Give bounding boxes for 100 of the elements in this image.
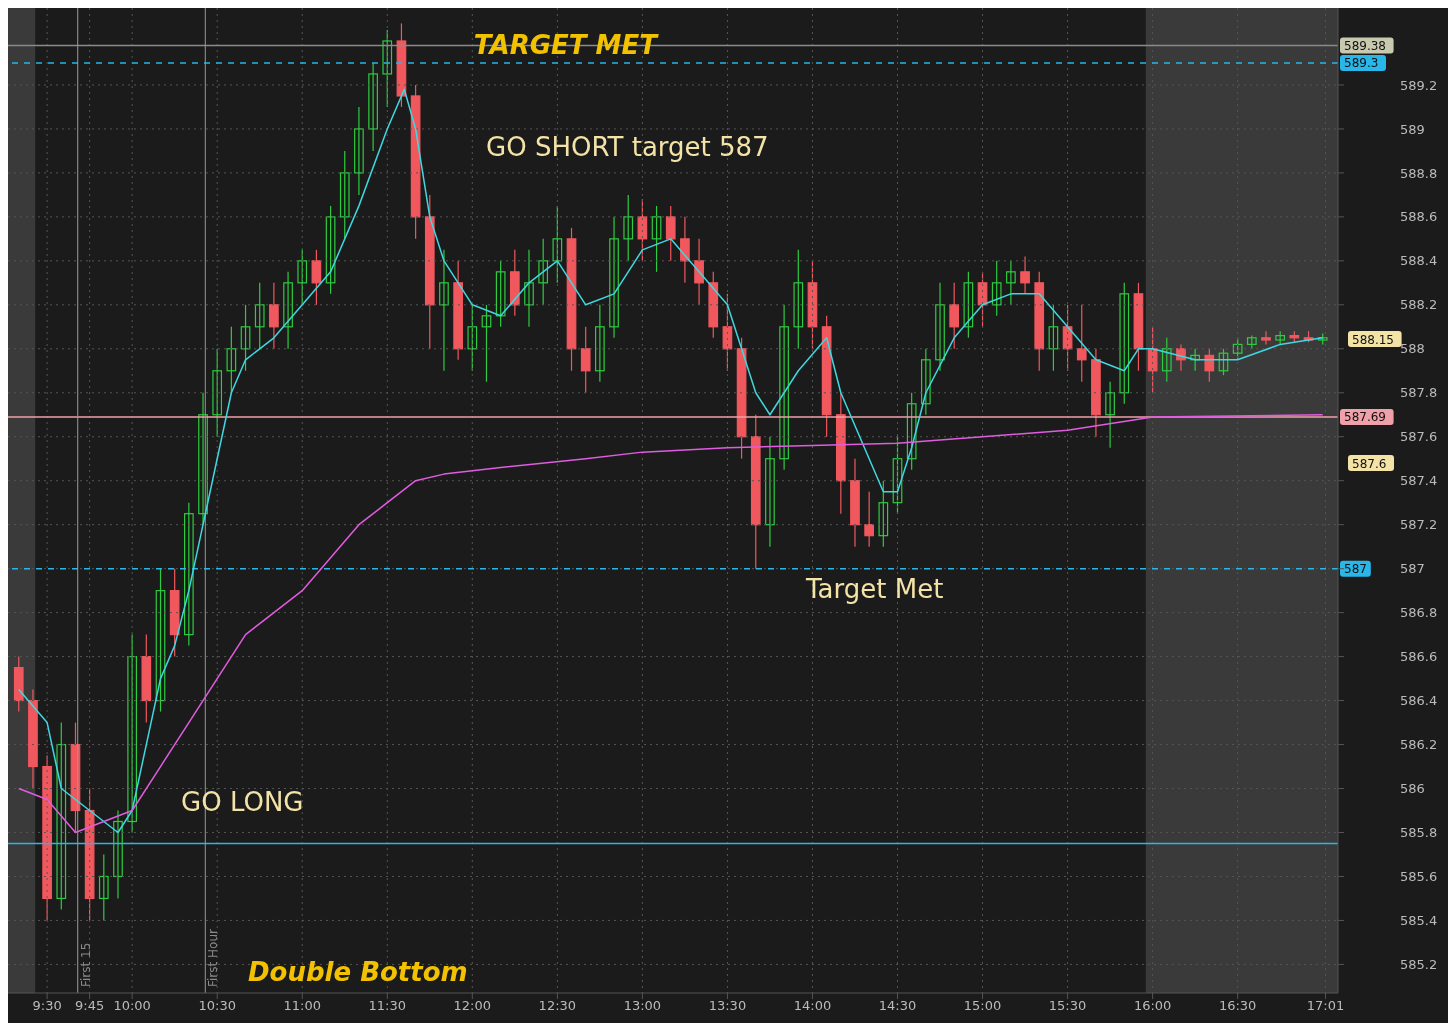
candlestick	[538, 238, 549, 306]
candlestick	[254, 282, 265, 350]
annotation: TARGET MET	[473, 30, 660, 61]
candlestick	[623, 194, 634, 262]
candlestick	[991, 260, 1002, 317]
candlestick	[864, 491, 874, 548]
ref-line-label: First Hour	[206, 928, 221, 987]
x-tick-label: 9:45	[75, 998, 105, 1014]
x-tick-label: 12:00	[453, 998, 492, 1014]
y-tick-label: 587.6	[1400, 429, 1438, 445]
candlestick	[609, 216, 619, 339]
x-tick-label: 14:30	[878, 998, 917, 1014]
y-tick-label: 588.4	[1400, 253, 1438, 269]
candlestick	[439, 249, 449, 372]
y-tick-label: 585.6	[1400, 869, 1438, 885]
candlestick	[1105, 381, 1115, 449]
candlestick	[56, 721, 67, 911]
y-tick-label: 587.4	[1400, 473, 1438, 489]
candlestick	[325, 205, 336, 295]
candlestick	[552, 205, 563, 284]
x-tick-label: 16:30	[1218, 998, 1257, 1014]
candlestick	[878, 480, 889, 548]
ref-line-label: 589.3	[1344, 56, 1379, 71]
candlestick	[283, 271, 293, 350]
annotation: Target Met	[805, 574, 944, 604]
y-tick-label: 588.8	[1400, 165, 1438, 181]
ref-line-label: First 15	[78, 942, 93, 987]
y-tick-label: 586.4	[1400, 693, 1438, 709]
y-tick-label: 589	[1400, 121, 1425, 137]
ref-line-label: 589.38	[1344, 38, 1386, 53]
annotation: GO LONG	[181, 787, 304, 817]
candlestick	[665, 205, 676, 262]
candlestick	[155, 568, 166, 713]
candlestick	[651, 205, 662, 273]
y-tick-label: 586.8	[1400, 605, 1438, 621]
candlestick	[226, 326, 237, 394]
candlestick	[680, 216, 690, 284]
candlestick	[1076, 304, 1087, 383]
y-tick-label: 585.8	[1400, 825, 1438, 841]
candlestick	[892, 436, 903, 515]
x-tick-label: 14:00	[793, 998, 832, 1014]
x-tick-label: 12:30	[538, 998, 577, 1014]
x-tick-label: 13:30	[708, 998, 747, 1014]
candlestick	[368, 62, 378, 152]
y-tick-label: 588	[1400, 341, 1425, 357]
candlestick	[935, 282, 945, 372]
y-tick-label: 588.2	[1400, 297, 1438, 313]
y-tick-label: 587.8	[1400, 385, 1438, 401]
x-tick-label: 10:00	[113, 998, 151, 1014]
candlestick	[269, 282, 279, 350]
candlestick	[198, 392, 208, 526]
candlestick	[1261, 330, 1271, 345]
annotation: GO SHORT target 587	[486, 132, 769, 162]
candlestick	[98, 853, 109, 922]
x-tick-label: 15:00	[963, 998, 1002, 1014]
candlestick	[524, 249, 534, 328]
y-tick-label: 586.6	[1400, 649, 1438, 665]
y-tick-label: 585.2	[1400, 957, 1438, 973]
y-tick-label: 585.4	[1400, 913, 1438, 929]
candlestick	[765, 436, 775, 548]
candlestick	[354, 106, 364, 196]
x-tick-label: 16:00	[1133, 998, 1172, 1014]
candlestick	[1006, 260, 1016, 306]
candlestick	[1119, 282, 1130, 405]
candlestick	[906, 392, 917, 471]
ref-line-label: 587.69	[1344, 410, 1386, 425]
candlestick	[467, 304, 478, 372]
candlestick	[183, 502, 194, 647]
candlestick	[580, 326, 591, 394]
candlestick	[793, 249, 804, 350]
candlestick	[382, 29, 393, 108]
x-tick-label: 15:30	[1048, 998, 1087, 1014]
candlestick	[113, 809, 123, 900]
candlestick	[949, 282, 960, 350]
x-tick-label: 11:30	[368, 998, 407, 1014]
candlestick	[779, 304, 789, 471]
text: 587.6	[1352, 456, 1387, 471]
candlestick	[212, 348, 223, 438]
y-tick-label: 587.2	[1400, 517, 1438, 533]
candlestick	[694, 238, 704, 306]
x-tick-label: 9:30	[32, 998, 62, 1014]
y-tick-label: 588.6	[1400, 209, 1438, 225]
x-tick-label: 17:01	[1306, 998, 1345, 1014]
candlestick	[311, 249, 322, 306]
x-tick-label: 10:30	[198, 998, 236, 1014]
y-tick-label: 586.2	[1400, 737, 1438, 753]
ref-line-label: 587	[1344, 562, 1367, 577]
y-tick-label: 589.2	[1400, 77, 1438, 93]
candlestick	[1161, 337, 1172, 383]
candlestick	[1190, 348, 1200, 372]
candlestick	[1020, 255, 1030, 295]
text: 588.15	[1352, 332, 1394, 347]
line-series	[18, 414, 1324, 834]
candlestick	[339, 150, 350, 240]
candlestick	[1218, 348, 1229, 376]
annotation: Double Bottom	[248, 957, 468, 987]
candlestick	[921, 348, 931, 416]
candlestick	[481, 304, 492, 383]
x-tick-label: 13:00	[623, 998, 662, 1014]
candlestick	[1048, 304, 1059, 372]
